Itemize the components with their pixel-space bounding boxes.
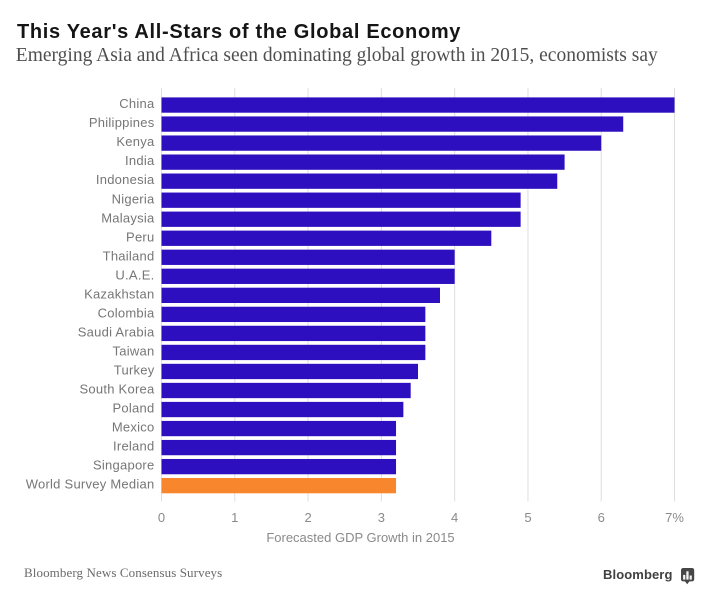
svg-text:Saudi Arabia: Saudi Arabia (78, 324, 155, 339)
svg-text:4: 4 (451, 510, 458, 525)
svg-text:Thailand: Thailand (103, 248, 155, 263)
svg-text:1: 1 (231, 510, 238, 525)
svg-text:6: 6 (598, 510, 605, 525)
svg-text:5: 5 (524, 510, 531, 525)
svg-text:Nigeria: Nigeria (112, 191, 155, 206)
svg-text:Turkey: Turkey (114, 363, 155, 378)
svg-text:Peru: Peru (126, 229, 154, 244)
svg-text:U.A.E.: U.A.E. (115, 267, 154, 282)
svg-text:Indonesia: Indonesia (96, 172, 155, 187)
svg-text:Poland: Poland (113, 401, 155, 416)
svg-text:Kazakhstan: Kazakhstan (84, 286, 154, 301)
svg-text:Colombia: Colombia (98, 305, 155, 320)
svg-text:Ireland: Ireland (113, 439, 155, 454)
svg-text:Philippines: Philippines (89, 115, 155, 130)
svg-text:South Korea: South Korea (79, 382, 155, 397)
svg-text:0: 0 (158, 510, 165, 525)
svg-text:Mexico: Mexico (112, 420, 155, 435)
svg-text:Singapore: Singapore (93, 458, 155, 473)
svg-text:China: China (119, 96, 155, 111)
svg-text:Malaysia: Malaysia (101, 210, 155, 225)
svg-text:Forecasted GDP Growth in 2015: Forecasted GDP Growth in 2015 (266, 530, 454, 545)
svg-text:World Survey Median: World Survey Median (26, 477, 155, 492)
svg-text:2: 2 (304, 510, 311, 525)
svg-text:3: 3 (378, 510, 385, 525)
svg-text:Taiwan: Taiwan (113, 343, 155, 358)
svg-text:India: India (125, 153, 155, 168)
svg-text:7%: 7% (665, 510, 684, 525)
svg-text:Kenya: Kenya (116, 134, 155, 149)
